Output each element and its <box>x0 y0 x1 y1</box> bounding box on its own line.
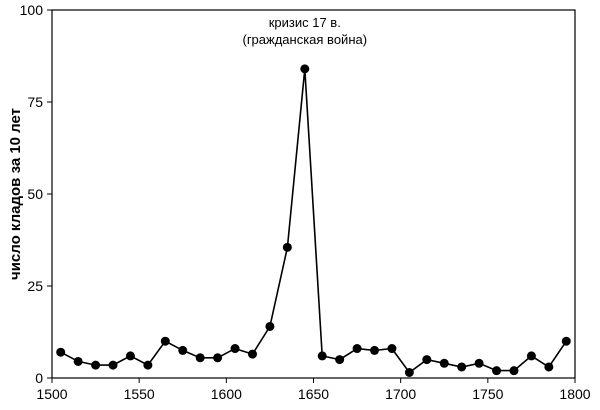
data-point <box>352 344 362 354</box>
data-point <box>509 366 519 376</box>
annotation-line: (гражданская война) <box>242 32 367 47</box>
data-point <box>125 351 135 361</box>
data-point <box>457 362 467 372</box>
data-point <box>230 344 240 354</box>
data-point <box>195 353 205 363</box>
y-axis-title: число кладов за 10 лет <box>7 108 24 280</box>
data-point <box>56 347 66 357</box>
data-point <box>561 336 571 346</box>
series-line <box>56 64 571 377</box>
data-point <box>387 344 397 354</box>
x-tick-label: 1700 <box>385 386 416 402</box>
x-tick-label: 1800 <box>559 386 590 402</box>
series-line-path <box>60 68 567 374</box>
data-point <box>370 345 380 355</box>
y-tick-label: 0 <box>35 370 43 386</box>
data-point <box>474 358 484 368</box>
data-point <box>178 345 188 355</box>
data-point <box>439 358 449 368</box>
y-tick-label: 50 <box>27 186 43 202</box>
data-point <box>492 366 502 376</box>
plot-border <box>51 9 576 379</box>
x-axis: 1500 1550 1600 1650 1700 1750 1800 <box>36 378 591 402</box>
data-point <box>335 355 345 365</box>
data-point <box>213 353 223 363</box>
data-point <box>404 367 414 377</box>
data-point <box>526 351 536 361</box>
data-point <box>300 64 310 74</box>
y-axis: 0 25 50 75 100 <box>20 2 52 386</box>
data-point <box>91 360 101 370</box>
data-point <box>160 336 170 346</box>
data-point <box>247 349 257 359</box>
annotations: кризис 17 в. (гражданская война) <box>242 15 367 47</box>
data-point <box>143 360 153 370</box>
data-point <box>108 360 118 370</box>
data-point <box>544 362 554 372</box>
x-tick-label: 1600 <box>211 386 242 402</box>
x-tick-label: 1750 <box>472 386 503 402</box>
annotation-line: кризис 17 в. <box>269 15 341 30</box>
y-tick-label: 100 <box>20 2 44 18</box>
x-tick-label: 1500 <box>36 386 67 402</box>
data-point <box>265 321 275 331</box>
x-tick-label: 1650 <box>298 386 329 402</box>
data-point <box>73 356 83 366</box>
data-point <box>282 242 292 252</box>
x-tick-label: 1550 <box>124 386 155 402</box>
plot-frame <box>51 9 576 379</box>
peak-annotation: кризис 17 в. (гражданская война) <box>242 15 367 47</box>
y-tick-label: 75 <box>27 94 43 110</box>
data-point <box>317 351 327 361</box>
y-tick-label: 25 <box>27 278 43 294</box>
data-point <box>422 355 432 365</box>
